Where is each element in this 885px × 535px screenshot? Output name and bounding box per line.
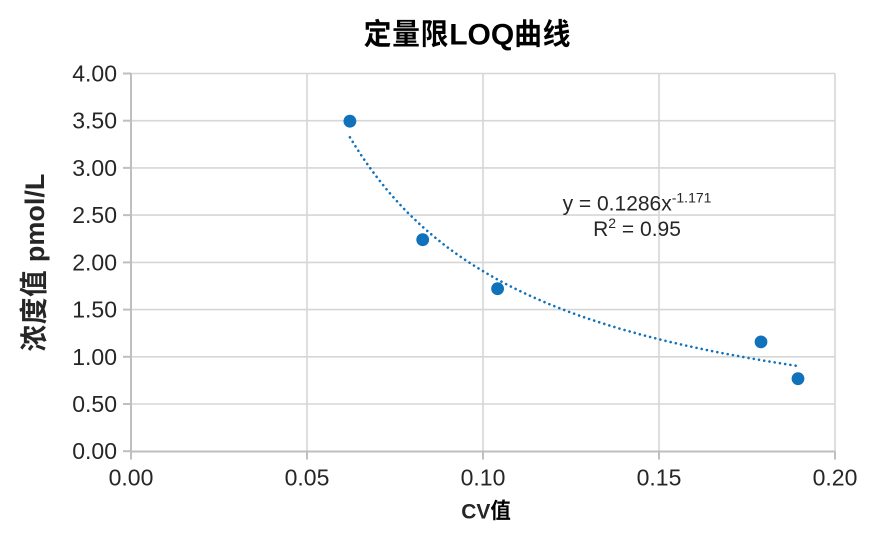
svg-text:CV: CV [461, 500, 490, 523]
svg-text:1.00: 1.00 [72, 344, 117, 370]
svg-text:0.10: 0.10 [461, 465, 506, 491]
svg-text:0.00: 0.00 [109, 465, 154, 491]
svg-text:0.20: 0.20 [813, 465, 858, 491]
svg-text:2.50: 2.50 [72, 202, 117, 228]
svg-text:LOQ: LOQ [449, 19, 514, 52]
svg-text:pmol/L: pmol/L [20, 174, 50, 263]
svg-text:3.00: 3.00 [72, 155, 117, 181]
svg-text:R2 = 0.95: R2 = 0.95 [593, 215, 681, 241]
svg-text:2.00: 2.00 [72, 249, 117, 275]
svg-text:3.50: 3.50 [72, 108, 117, 134]
svg-text:0.50: 0.50 [72, 391, 117, 417]
svg-text:0.00: 0.00 [72, 438, 117, 464]
svg-text:0.05: 0.05 [285, 465, 330, 491]
svg-text:1.50: 1.50 [72, 297, 117, 323]
svg-text:0.15: 0.15 [637, 465, 682, 491]
svg-text:4.00: 4.00 [72, 61, 117, 87]
